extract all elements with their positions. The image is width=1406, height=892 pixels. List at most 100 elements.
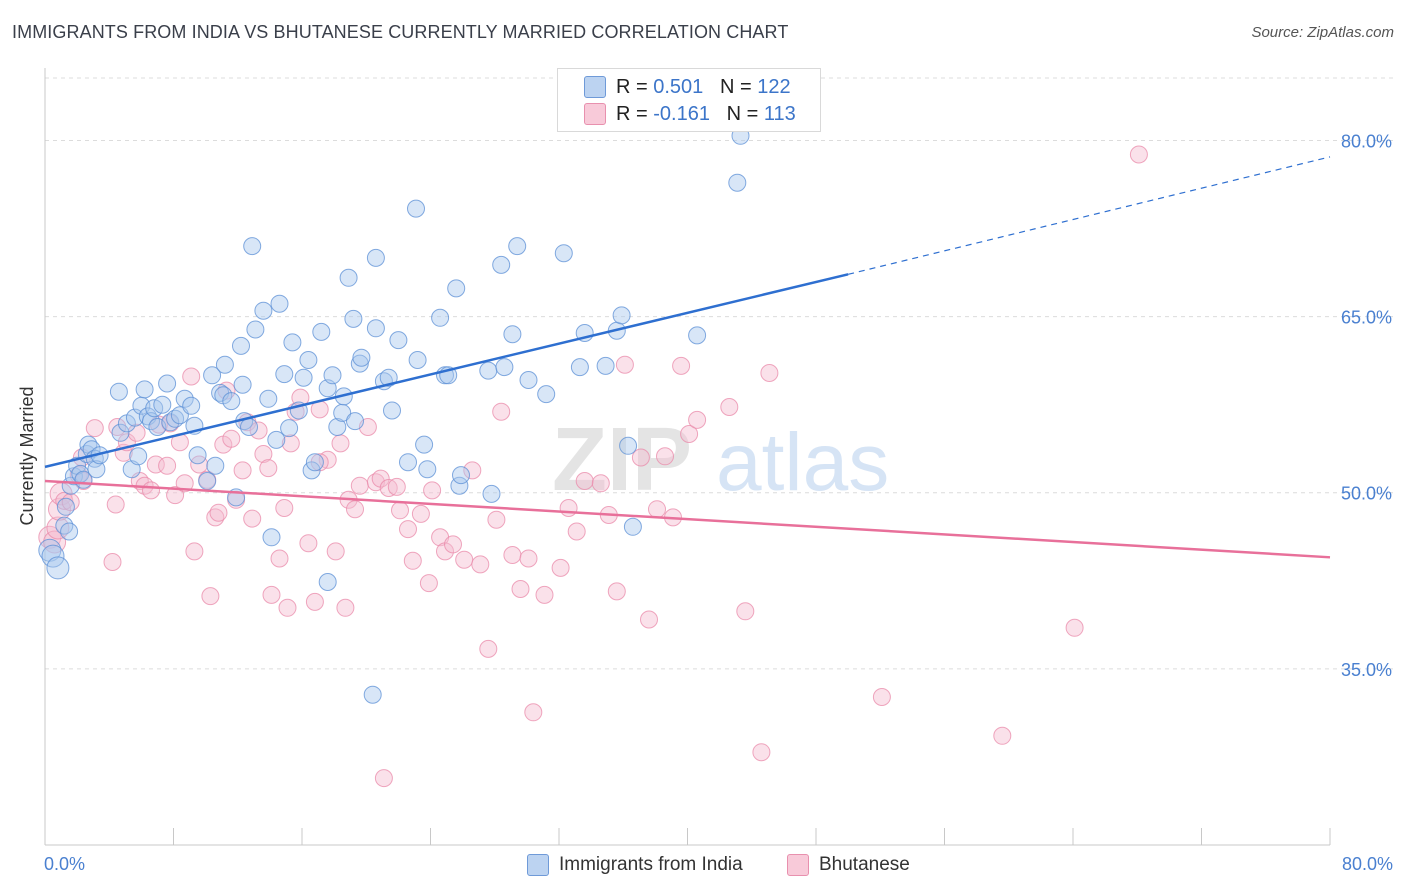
bhutanese-point-80 [492, 402, 511, 421]
india-point-75 [350, 354, 369, 373]
bhutanese-point-103 [736, 602, 755, 621]
bhutanese-point-12 [106, 495, 125, 514]
india-point-31 [161, 413, 180, 432]
india-point-84 [399, 453, 417, 472]
legend-r-value-bhutanese: -0.161 [653, 102, 710, 125]
india-point-88 [418, 460, 437, 479]
bhutanese-point-28 [185, 542, 204, 561]
trendlines [44, 156, 1331, 559]
x-tick-label-right: 80.0% [1342, 854, 1393, 874]
correlation-legend: R = 0.501 N = 122 R = -0.161 N = 113 [557, 68, 821, 132]
bhutanese-point-74 [444, 535, 462, 554]
bhutanese-point-87 [559, 499, 578, 517]
legend-swatch-bhutanese [787, 854, 809, 876]
y-axis-label: Currently Married [17, 386, 37, 525]
bhutanese-point-88 [567, 522, 586, 541]
bhutanese-point-81 [503, 546, 522, 564]
y-tick-label-1: 50.0% [1341, 484, 1392, 504]
india-point-17 [109, 382, 128, 401]
india-point-3 [55, 516, 74, 535]
india-point-101 [519, 371, 538, 389]
bhutanese-point-108 [1065, 618, 1084, 637]
india-point-0 [38, 538, 62, 562]
bhutanese-point-31 [201, 587, 220, 606]
legend-item-bhutanese: Bhutanese [787, 851, 910, 879]
india-point-85 [407, 199, 425, 218]
bhutanese-point-40 [243, 509, 262, 528]
india-point-86 [408, 351, 427, 369]
india-point-89 [431, 308, 450, 327]
bhutanese-point-56 [331, 434, 350, 453]
bhutanese-point-101 [688, 410, 707, 429]
india-point-61 [294, 368, 313, 387]
bhutanese-point-97 [656, 447, 674, 466]
bhutanese-point-84 [524, 703, 543, 722]
bhutanese-point-33 [209, 503, 228, 522]
india-point-24 [135, 380, 154, 399]
bhutanese-point-93 [615, 355, 634, 374]
india-point-58 [280, 419, 299, 438]
bhutanese-point-68 [403, 551, 422, 570]
india-point-56 [270, 294, 289, 313]
chart-title: IMMIGRANTS FROM INDIA VS BHUTANESE CURRE… [12, 22, 789, 42]
india-point-98 [495, 358, 514, 377]
india-point-55 [267, 430, 286, 449]
bhutanese-point-24 [166, 486, 185, 505]
bhutanese-point-19 [142, 481, 160, 500]
bhutanese-point-79 [487, 510, 506, 529]
india-point-62 [299, 351, 318, 369]
bhutanese-point-102 [720, 398, 739, 416]
bhutanese-point-100 [680, 425, 699, 443]
bhutanese-point-16 [127, 423, 146, 442]
bhutanese-point-36 [222, 429, 241, 448]
india-trendline [44, 273, 849, 469]
india-point-18 [111, 423, 130, 442]
india-point-47 [233, 375, 252, 394]
india-point-50 [243, 237, 262, 256]
india-trendline-extension [847, 156, 1331, 275]
india-point-102 [537, 385, 556, 404]
india-point-110 [623, 517, 642, 536]
source-label: Source: ZipAtlas.com [1251, 24, 1394, 41]
legend-label-bhutanese: Bhutanese [819, 854, 910, 875]
india-point-52 [254, 301, 273, 320]
bhutanese-point-89 [575, 472, 594, 490]
india-point-95 [479, 361, 498, 380]
bhutanese-point-85 [535, 585, 554, 604]
india-point-49 [240, 418, 258, 436]
bhutanese-point-47 [278, 598, 297, 617]
india-point-106 [596, 356, 615, 375]
india-points [38, 126, 750, 704]
india-point-40 [206, 456, 225, 475]
india-point-38 [198, 472, 217, 490]
india-point-97 [492, 255, 511, 274]
bhutanese-point-59 [346, 500, 364, 519]
india-point-15 [87, 460, 106, 479]
legend-swatch-india [527, 854, 549, 876]
bhutanese-point-82 [511, 580, 530, 598]
india-point-1 [41, 544, 65, 568]
bhutanese-point-45 [270, 549, 289, 568]
india-point-34 [175, 389, 194, 408]
bhutanese-point-92 [607, 582, 626, 601]
legend-item-india: Immigrants from India [527, 851, 743, 879]
india-point-109 [619, 436, 638, 455]
bhutanese-point-52 [305, 592, 324, 611]
india-point-78 [366, 319, 385, 338]
india-point-92 [447, 279, 466, 298]
bhutanese-point-55 [326, 542, 345, 561]
bhutanese-point-77 [471, 555, 490, 574]
legend-label-india: Immigrants from India [559, 854, 743, 875]
india-point-39 [203, 366, 222, 385]
bhutanese-point-22 [158, 456, 177, 475]
legend-swatch-india [584, 76, 606, 98]
india-point-30 [158, 374, 177, 393]
bhutanese-point-109 [1129, 145, 1148, 164]
legend-n-value-india: 122 [757, 75, 791, 98]
india-point-53 [259, 389, 278, 408]
india-point-108 [612, 306, 631, 325]
india-point-99 [503, 325, 522, 344]
india-point-103 [554, 244, 573, 263]
india-point-5 [60, 522, 79, 541]
india-point-57 [275, 365, 294, 384]
